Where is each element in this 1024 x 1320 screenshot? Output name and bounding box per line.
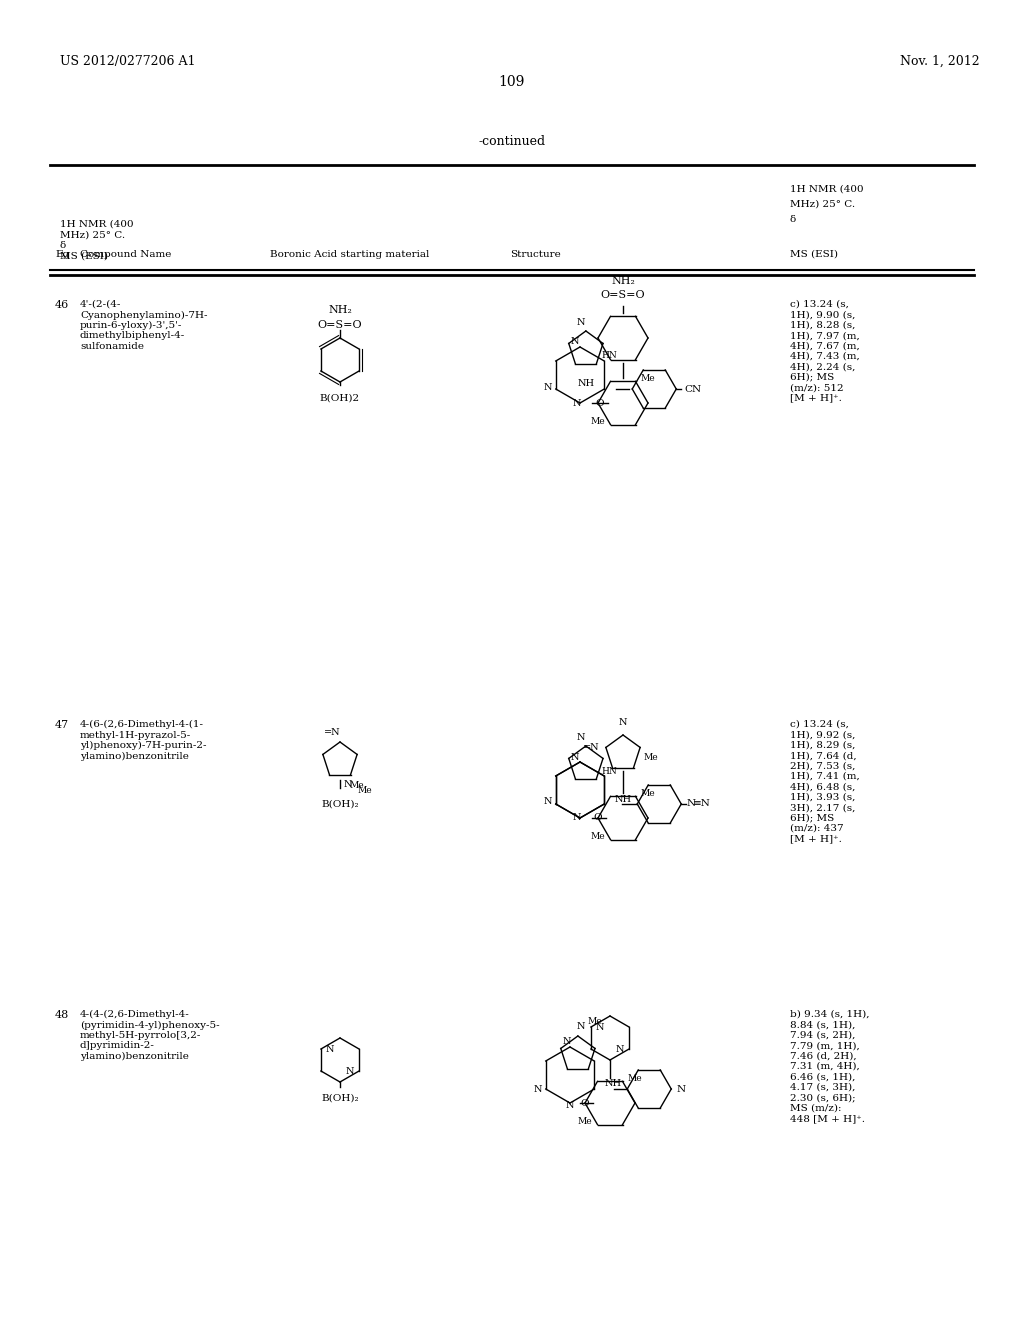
Text: 4-(4-(2,6-Dimethyl-4-
(pyrimidin-4-yl)phenoxy-5-
methyl-5H-pyrrolo[3,2-
d]pyrimi: 4-(4-(2,6-Dimethyl-4- (pyrimidin-4-yl)ph… bbox=[80, 1010, 219, 1061]
Text: O=S=O: O=S=O bbox=[317, 319, 362, 330]
Text: N: N bbox=[544, 383, 552, 392]
Text: N: N bbox=[572, 813, 582, 822]
Text: Me: Me bbox=[350, 781, 365, 791]
Text: Me: Me bbox=[628, 1074, 642, 1082]
Text: O: O bbox=[596, 399, 604, 408]
Text: N: N bbox=[618, 718, 628, 727]
Text: Me: Me bbox=[591, 417, 605, 426]
Text: MS (ESI): MS (ESI) bbox=[790, 249, 838, 259]
Text: NH: NH bbox=[578, 380, 594, 388]
Text: N: N bbox=[344, 780, 352, 789]
Text: O=S=O: O=S=O bbox=[601, 290, 645, 300]
Text: 4-(6-(2,6-Dimethyl-4-(1-
methyl-1H-pyrazol-5-
yl)phenoxy)-7H-purin-2-
ylamino)be: 4-(6-(2,6-Dimethyl-4-(1- methyl-1H-pyraz… bbox=[80, 719, 207, 760]
Text: MHz) 25° C.: MHz) 25° C. bbox=[790, 201, 855, 209]
Text: δ: δ bbox=[790, 215, 797, 224]
Text: N: N bbox=[570, 338, 580, 346]
Text: N: N bbox=[570, 752, 580, 762]
Text: ≡N: ≡N bbox=[693, 800, 711, 808]
Text: 47: 47 bbox=[55, 719, 70, 730]
Text: 48: 48 bbox=[55, 1010, 70, 1020]
Text: NH: NH bbox=[614, 795, 632, 804]
Text: N: N bbox=[572, 399, 582, 408]
Text: HN: HN bbox=[601, 767, 617, 776]
Text: Nov. 1, 2012: Nov. 1, 2012 bbox=[900, 55, 980, 69]
Text: Me: Me bbox=[591, 832, 605, 841]
Text: N: N bbox=[326, 1044, 335, 1053]
Text: Me: Me bbox=[644, 754, 658, 763]
Text: Boronic Acid starting material: Boronic Acid starting material bbox=[270, 249, 429, 259]
Text: O: O bbox=[581, 1098, 590, 1107]
Text: Me: Me bbox=[640, 789, 655, 797]
Text: B(OH)2: B(OH)2 bbox=[319, 393, 360, 403]
Text: Me: Me bbox=[588, 1016, 602, 1026]
Text: N: N bbox=[596, 1023, 604, 1031]
Text: 1H NMR (400: 1H NMR (400 bbox=[790, 185, 863, 194]
Text: N: N bbox=[676, 1085, 685, 1093]
Text: B(OH)₂: B(OH)₂ bbox=[322, 800, 358, 809]
Text: N: N bbox=[345, 1067, 354, 1076]
Text: N: N bbox=[565, 1101, 574, 1110]
Text: 4'-(2-(4-
Cyanophenylamino)-7H-
purin-6-yloxy)-3',5'-
dimethylbiphenyl-4-
sulfon: 4'-(2-(4- Cyanophenylamino)-7H- purin-6-… bbox=[80, 300, 208, 351]
Text: N: N bbox=[577, 318, 585, 327]
Text: NH₂: NH₂ bbox=[611, 276, 635, 286]
Text: b) 9.34 (s, 1H),
8.84 (s, 1H),
7.94 (s, 2H),
7.79 (m, 1H),
7.46 (d, 2H),
7.31 (m: b) 9.34 (s, 1H), 8.84 (s, 1H), 7.94 (s, … bbox=[790, 1010, 869, 1123]
Text: c) 13.24 (s,
1H), 9.92 (s,
1H), 8.29 (s,
1H), 7.64 (d,
2H), 7.53 (s,
1H), 7.41 (: c) 13.24 (s, 1H), 9.92 (s, 1H), 8.29 (s,… bbox=[790, 719, 860, 843]
Text: c) 13.24 (s,
1H), 9.90 (s,
1H), 8.28 (s,
1H), 7.97 (m,
4H), 7.67 (m,
4H), 7.43 (: c) 13.24 (s, 1H), 9.90 (s, 1H), 8.28 (s,… bbox=[790, 300, 860, 403]
Text: N: N bbox=[563, 1038, 571, 1047]
Text: CN: CN bbox=[684, 384, 701, 393]
Text: N: N bbox=[534, 1085, 542, 1093]
Text: 46: 46 bbox=[55, 300, 70, 310]
Text: -continued: -continued bbox=[478, 135, 546, 148]
Text: O: O bbox=[594, 813, 602, 822]
Text: HN: HN bbox=[601, 351, 617, 360]
Text: N: N bbox=[686, 800, 695, 808]
Text: US 2012/0277206 A1: US 2012/0277206 A1 bbox=[60, 55, 196, 69]
Text: B(OH)₂: B(OH)₂ bbox=[322, 1094, 358, 1104]
Text: =N: =N bbox=[584, 743, 600, 752]
Text: N: N bbox=[577, 1022, 585, 1031]
Text: NH₂: NH₂ bbox=[328, 305, 352, 315]
Text: Me: Me bbox=[640, 374, 655, 383]
Text: N: N bbox=[577, 733, 585, 742]
Text: N: N bbox=[615, 1044, 624, 1053]
Text: Me: Me bbox=[578, 1117, 593, 1126]
Text: NH: NH bbox=[604, 1080, 622, 1089]
Text: N: N bbox=[544, 797, 552, 807]
Text: 109: 109 bbox=[499, 75, 525, 88]
Text: =N: =N bbox=[324, 729, 340, 737]
Text: Eg: Eg bbox=[55, 249, 70, 259]
Text: Me: Me bbox=[358, 785, 373, 795]
Text: Structure: Structure bbox=[510, 249, 561, 259]
Text: Compound Name: Compound Name bbox=[80, 249, 171, 259]
Text: 1H NMR (400
MHz) 25° C.
δ
MS (ESI): 1H NMR (400 MHz) 25° C. δ MS (ESI) bbox=[60, 220, 133, 260]
